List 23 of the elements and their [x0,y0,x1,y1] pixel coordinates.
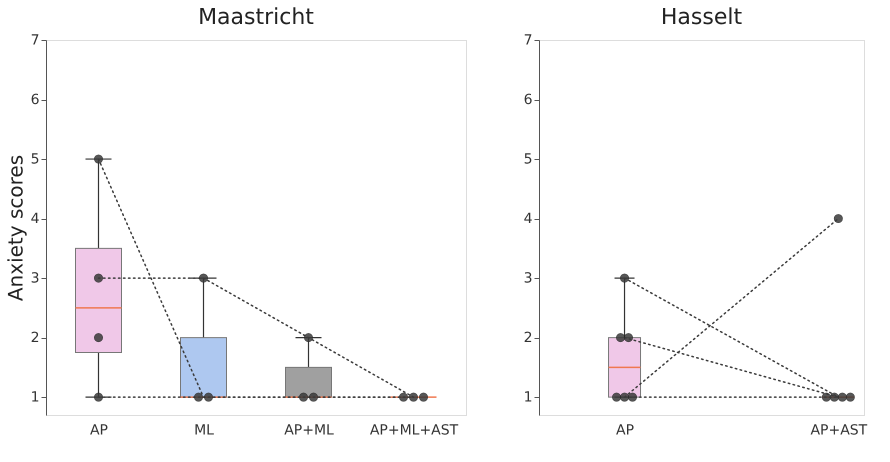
y-tick-label: 2 [30,330,40,346]
y-tick-label: 7 [30,32,40,48]
y-tick-label: 3 [30,270,40,287]
y-tick-label: 6 [30,92,40,108]
y-tick-label: 5 [30,152,40,168]
x-tick-label: AP [90,422,108,438]
x-tick-label: ML [194,422,214,438]
x-tick-label: AP+ML [284,422,334,438]
y-tick-label: 7 [524,32,532,48]
y-tick-label: 1 [524,390,532,406]
y-tick-label: 1 [30,390,40,406]
chart-title: Maastricht [198,5,314,30]
x-tick-label: AP+ML+AST [370,422,459,438]
y-tick-label: 3 [524,270,532,287]
y-tick-label: 5 [524,152,532,168]
y-tick-label: 4 [524,211,533,228]
x-tick-label: AP [616,422,634,438]
y-tick-label: 4 [30,211,40,228]
y-tick-label: 6 [524,92,533,108]
chart-title: Hasselt [660,5,742,30]
x-tick-label: AP+AST [810,422,868,438]
y-tick-label: 2 [524,330,532,346]
y-axis-title: Anxiety scores [4,154,28,302]
